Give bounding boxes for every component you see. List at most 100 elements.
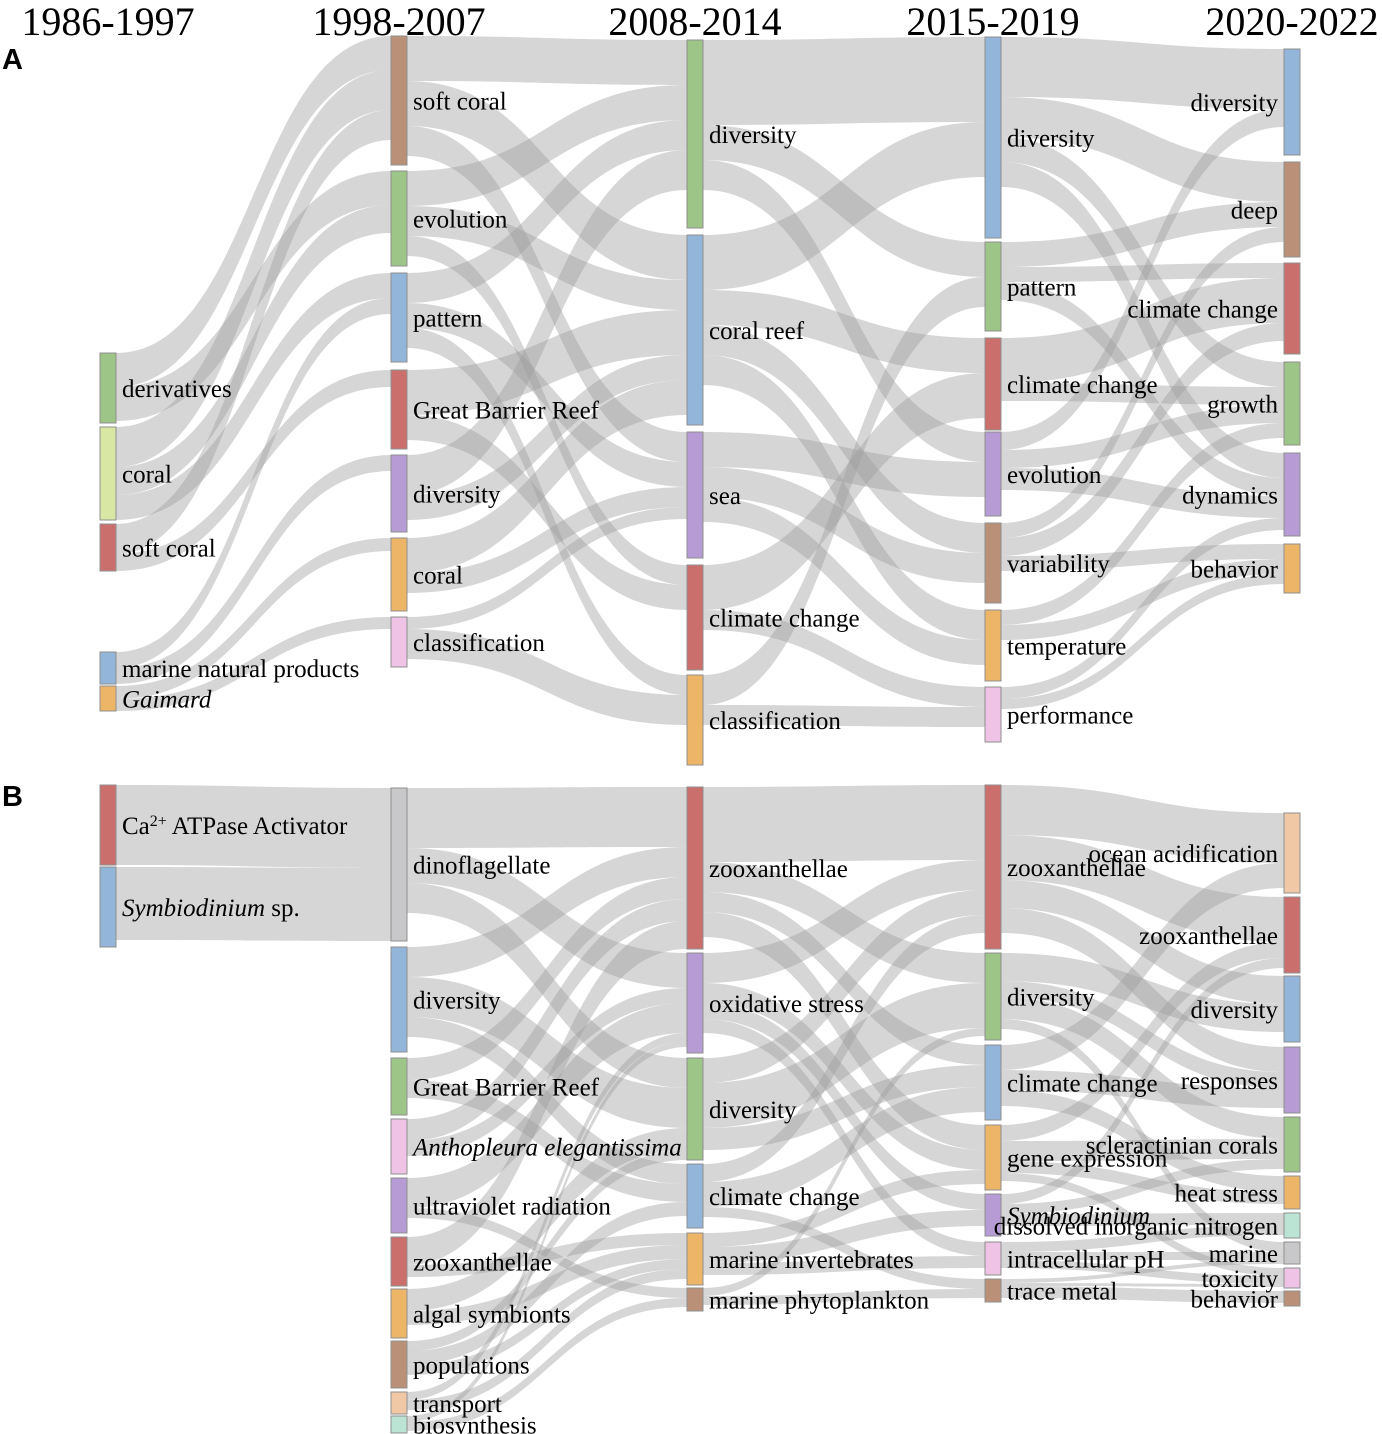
period-header-3: 2008-2014 [608, 0, 782, 44]
flow-b2_diversity-b3_zoox [407, 847, 687, 977]
flow-b1_ca-b2_dino [116, 785, 391, 868]
label-b5_zoox: zooxanthellae [1139, 923, 1278, 950]
label-b4_zoox: zooxanthellae [1007, 855, 1146, 882]
flow-b4_diversity-b5_responses [1001, 981, 1284, 1088]
node-a2_softcoral [390, 35, 408, 166]
node-b2_gbr [390, 1057, 408, 1116]
node-b2_diversity [390, 946, 408, 1053]
label-a4_temperature: temperature [1007, 634, 1126, 661]
node-a2_classification [390, 616, 408, 668]
flow-b3_zoox-b4_zoox [703, 785, 985, 862]
label-a4_climatechange: climate change [1007, 372, 1158, 399]
flow-a1_coral-a2_pattern [116, 273, 391, 520]
flow-b4_geneexp-b5_zoox [1001, 942, 1284, 1141]
node-a5_dynamics [1283, 452, 1301, 537]
flow-b4_zoox-b5_responses [1001, 908, 1284, 1072]
flow-b2_transport-b3_marineinv [407, 1269, 687, 1410]
flow-a1_derivatives-a2_softcoral [116, 36, 391, 387]
flow-b3_marinephyto-b4_tracemetal [703, 1289, 985, 1305]
flow-a1_softcoral-a2_gbr [116, 370, 391, 571]
flow-b3_oxstress-b4_geneexp [703, 983, 985, 1170]
node-a3_sea [686, 431, 704, 559]
flow-a2_gbr-a3_climatechange [407, 415, 687, 610]
node-a5_deep [1283, 161, 1301, 258]
node-a2_gbr [390, 369, 408, 450]
label-b5_oa: ocean acidification [1089, 841, 1279, 868]
flow-b1_symb-b2_dino [116, 867, 391, 941]
flow-b4_symbiodinium-b5_din [1001, 1213, 1284, 1226]
node-b2_uv [390, 1177, 408, 1234]
flow-a4_temperature-a5_behavior [1001, 559, 1284, 640]
label-a2_gbr: Great Barrier Reef [413, 398, 600, 425]
flow-b4_geneexp-b5_heatstress [1001, 1161, 1284, 1204]
flow-b4_diversity-b5_marine [1001, 1019, 1284, 1252]
flow-a3_coralreef-a4_temperature [703, 355, 985, 640]
node-a3_diversity [686, 39, 704, 229]
node-a2_evolution [390, 170, 408, 267]
flow-a2_softcoral-a3_diversity [407, 36, 687, 85]
flow-b3_oxstress-b4_symbiodinium [703, 1003, 985, 1210]
flow-b4_tracemetal-b5_marine [1001, 1260, 1284, 1283]
flow-a1_softcoral-a2_softcoral [116, 110, 391, 554]
flow-b3_zoox-b4_diversity [703, 862, 985, 983]
flow-b4_diversity-b5_scler [1001, 997, 1284, 1139]
label-a5_deep: deep [1231, 198, 1278, 225]
flow-a3_climatechange-a4_performance [703, 610, 985, 707]
flow-b2_anthopleura-b3_oxstress [407, 988, 687, 1156]
node-a1_gaimard [99, 685, 117, 712]
flow-b4_climate-b5_heatstress [1001, 1090, 1284, 1192]
label-b3_oxstress: oxidative stress [709, 991, 864, 1018]
flow-b3_diversity-b4_climate [703, 1065, 985, 1150]
flow-b2_zoox-b3_marineinv [407, 1233, 687, 1277]
node-b2_populations [390, 1340, 408, 1389]
label-b3_marinephyto: marine phytoplankton [709, 1288, 930, 1315]
flow-a1_derivatives-a2_evolution [116, 171, 391, 421]
label-b2_transport: transport [413, 1391, 502, 1418]
flow-a2_classification-a3_classification [407, 629, 687, 725]
label-a3_coralreef: coral reef [709, 318, 805, 345]
panel-b-label: B [2, 781, 23, 813]
flow-a2_classification-a3_sea [407, 507, 687, 629]
node-a3_coralreef [686, 234, 704, 426]
node-a4_diversity [984, 36, 1002, 239]
node-b4_symbiodinium [984, 1193, 1002, 1237]
label-b5_scler: scleractinian corals [1086, 1133, 1278, 1160]
label-b4_geneexp: gene expression [1007, 1146, 1168, 1173]
sankey-panel-B: Ca2+ ATPase Activator Symbiodinium sp. din… [99, 784, 1301, 1434]
flow-a4_diversity-a5_deep [1001, 97, 1284, 202]
flow-b3_marineinv-b4_symbiodinium [703, 1210, 985, 1263]
flow-b2_gbr-b3_zoox [407, 877, 687, 1080]
flow-a3_coralreef-a4_diversity [703, 122, 985, 290]
node-b2_zoox [390, 1236, 408, 1287]
node-a5_growth [1283, 361, 1301, 446]
label-a1_gaimard: Gaimard [122, 687, 212, 714]
period-header-5: 2020-2022 [1205, 0, 1379, 44]
node-b3_zoox [686, 786, 704, 950]
label-b4_iph: intracellular pH [1007, 1247, 1165, 1274]
node-b5_zoox [1283, 896, 1301, 974]
flow-b4_diversity-b5_diversity [1001, 953, 1284, 1032]
flow-a3_diversity-a4_diversity [703, 37, 985, 125]
sankey-panel-A: derivatives coral soft coral marine natural… [99, 35, 1301, 766]
node-b5_marine [1283, 1241, 1301, 1265]
flow-a3_sea-a4_variability [703, 467, 985, 583]
node-b5_toxicity [1283, 1267, 1301, 1289]
label-a4_variability: variability [1007, 551, 1110, 578]
label-b2_algal: algal symbionts [413, 1302, 571, 1329]
label-b2_gbr: Great Barrier Reef [413, 1075, 600, 1102]
node-b3_diversity [686, 1057, 704, 1161]
label-a5_growth: growth [1207, 392, 1278, 419]
label-b2_anthopleura: Anthopleura elegantissima [411, 1135, 682, 1162]
node-b5_responses [1283, 1046, 1301, 1114]
label-a3_classification: classification [709, 708, 841, 735]
flow-a1_mnp-a2_diversity [116, 455, 391, 684]
label-b4_symbiodinium: Symbiodinium [1007, 1203, 1150, 1230]
flow-b2_diversity-b3_climate [407, 1017, 687, 1184]
label-a5_dynamics: dynamics [1182, 483, 1278, 510]
flow-a4_variability-a5_climatechange [1001, 323, 1284, 556]
label-b1_ca: Ca2+ ATPase Activator [122, 813, 348, 841]
node-a4_evolution [984, 431, 1002, 517]
flow-b3_marineinv-b4_geneexp [703, 1170, 985, 1247]
flow-b4_iph-b5_toxicity [1001, 1260, 1284, 1284]
